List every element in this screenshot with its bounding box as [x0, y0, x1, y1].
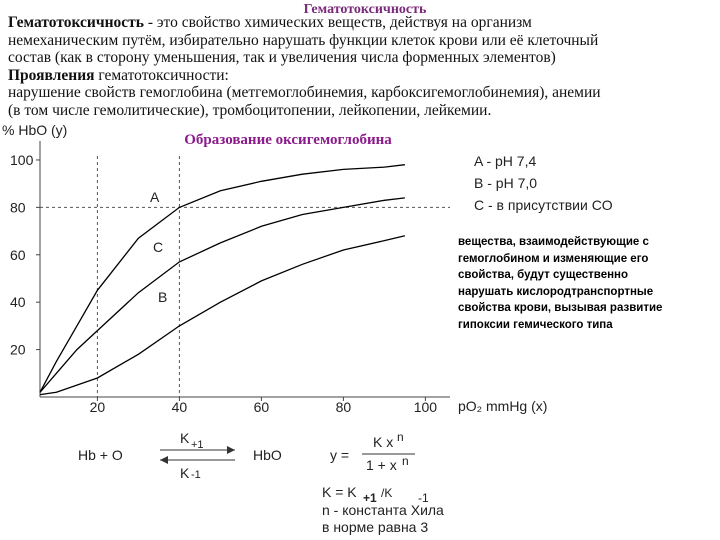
- side-line: гемоглобином и изменяющие его: [458, 252, 649, 265]
- equation: -1: [418, 491, 429, 505]
- x-tick-label: 100: [414, 399, 438, 415]
- bold-term: Гематотоксичность: [8, 14, 144, 31]
- equation: -1: [191, 469, 201, 481]
- legend-note: A - pH 7,4: [474, 153, 536, 169]
- x-tick-label: 40: [172, 399, 188, 415]
- side-text: вещества, взаимодействующие с гемоглобино…: [458, 234, 662, 333]
- equation: y =: [330, 447, 349, 463]
- arrowhead: [160, 456, 168, 464]
- x-tick-label: 20: [90, 399, 106, 415]
- equation: K: [180, 430, 190, 446]
- slide-title: Гематотоксичность: [303, 2, 427, 17]
- curve-label: B: [158, 289, 167, 305]
- line-text: немеханическим путём, избирательно наруш…: [8, 31, 599, 49]
- y-tick-label: 20: [10, 342, 26, 358]
- equation: n: [402, 454, 409, 468]
- equation: HbO: [253, 447, 282, 463]
- equation: в норме равна 3: [322, 519, 428, 535]
- bold-term: Проявления: [8, 66, 95, 84]
- equation: 1 + x: [366, 457, 397, 473]
- curve-label: A: [150, 189, 160, 205]
- text-line: состав (как в сторону уменьшения, так и …: [8, 49, 601, 67]
- line-text: нарушение свойств гемоглобина (метгемогл…: [8, 84, 601, 101]
- text-line: Проявления гематотоксичности:: [8, 67, 601, 85]
- arrowhead: [227, 446, 235, 454]
- curve: [39, 164, 405, 393]
- text-line: (в том числе гемолитические), тромбоцито…: [8, 102, 601, 120]
- equation: /K: [381, 486, 392, 500]
- equation: n - константа Хила: [322, 502, 444, 518]
- x-axis-label: pO₂ mmHg (x): [458, 398, 547, 414]
- curve: [39, 197, 405, 393]
- curve-label: C: [153, 239, 163, 255]
- curve: [39, 235, 406, 396]
- line-text: гематотоксичности:: [94, 66, 229, 84]
- equation: +1: [363, 491, 377, 505]
- y-tick-label: 40: [10, 294, 26, 310]
- equation: K x: [373, 434, 393, 450]
- legend-note: C - в присутствии CO: [474, 197, 613, 213]
- side-line: свойства крови, вызывая развитие: [458, 302, 663, 314]
- equation: Hb + O: [78, 447, 123, 463]
- side-line: свойства, будут существенно: [458, 269, 629, 281]
- y-axis-label: % HbO (y): [2, 122, 67, 138]
- y-tick-label: 60: [10, 247, 26, 263]
- y-tick-label: 80: [10, 199, 26, 215]
- text-line: немеханическим путём, избирательно наруш…: [8, 32, 601, 50]
- line-text: - это свойство химических веществ, дейст…: [143, 14, 532, 31]
- text-line: нарушение свойств гемоглобина (метгемогл…: [8, 84, 601, 102]
- side-line: нарушать кислородтранспортные: [458, 285, 654, 298]
- x-tick-label: 80: [336, 399, 352, 415]
- x-tick-label: 60: [254, 399, 270, 415]
- side-line: вещества, взаимодействующие с: [458, 236, 649, 248]
- equation: K: [180, 465, 190, 481]
- body-text: Гематотоксичность - это свойство химичес…: [8, 14, 601, 119]
- side-line: гипоксии гемического типа: [458, 318, 613, 331]
- line-text: состав (как в сторону уменьшения, так и …: [8, 49, 556, 66]
- text-line: Гематотоксичность - это свойство химичес…: [8, 14, 601, 32]
- chart-title: Образование оксигемоглобина: [184, 132, 392, 148]
- y-tick-label: 100: [10, 152, 34, 168]
- equation: n: [397, 430, 404, 444]
- line-text: (в том числе гемолитические), тромбоцито…: [8, 101, 492, 119]
- equation: K = K: [322, 484, 357, 500]
- equation: +1: [191, 439, 204, 451]
- legend-note: B - pH 7,0: [474, 175, 537, 191]
